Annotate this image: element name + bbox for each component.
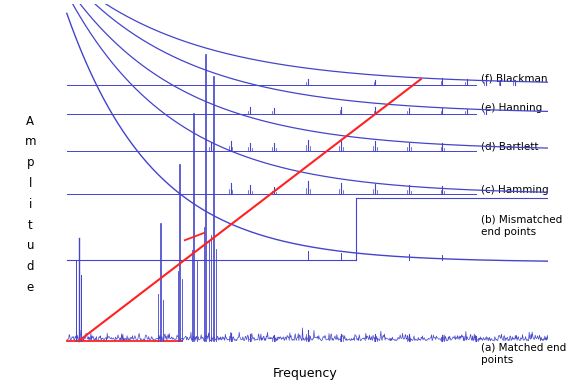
Text: (a) Matched end
points: (a) Matched end points [481, 343, 566, 365]
Text: (f) Blackman: (f) Blackman [481, 73, 548, 83]
X-axis label: Frequency: Frequency [273, 367, 338, 380]
Text: e: e [26, 281, 34, 294]
Text: t: t [28, 219, 33, 232]
Text: d: d [26, 260, 34, 273]
Text: p: p [26, 156, 34, 169]
Text: A: A [26, 114, 35, 127]
Text: (c) Hamming: (c) Hamming [481, 185, 549, 195]
Text: i: i [29, 198, 32, 211]
Text: (e) Hanning: (e) Hanning [481, 103, 542, 113]
Text: m: m [25, 135, 36, 149]
Text: (b) Mismatched
end points: (b) Mismatched end points [481, 214, 562, 237]
Text: l: l [29, 177, 32, 190]
Text: u: u [26, 240, 34, 252]
Text: (d) Bartlett: (d) Bartlett [481, 141, 539, 151]
